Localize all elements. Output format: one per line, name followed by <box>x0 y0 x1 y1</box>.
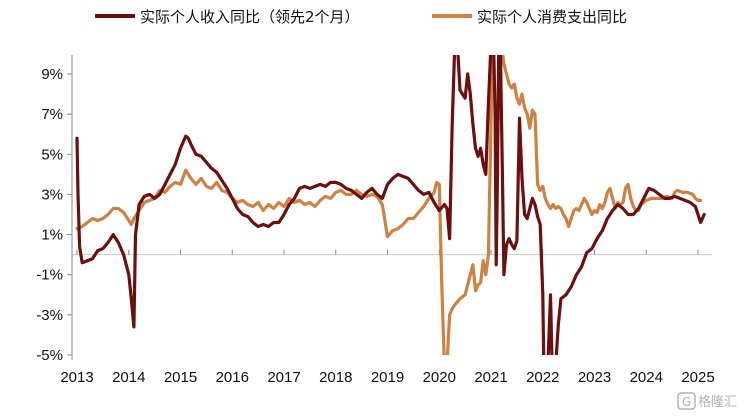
x-tick-label: 2016 <box>216 369 249 386</box>
gelonghui-logo-icon <box>677 392 696 410</box>
watermark-text: 格隆汇 <box>698 394 737 410</box>
x-tick-label: 2013 <box>60 369 93 386</box>
legend-label-income: 实际个人收入同比（领先2个月） <box>140 8 360 26</box>
gelonghui-logo-glyph: G <box>682 395 691 409</box>
watermark: G 格隆汇 <box>677 392 737 410</box>
x-tick-label: 2014 <box>112 369 145 386</box>
x-tick-label: 2022 <box>526 369 559 386</box>
y-tick-label: 1% <box>41 227 63 244</box>
y-tick-label: -5% <box>36 347 63 364</box>
y-tick-label: 5% <box>41 146 63 163</box>
y-tick-label: 9% <box>41 66 63 83</box>
x-tick-label: 2023 <box>578 369 611 386</box>
y-tick-label: -3% <box>36 307 63 324</box>
x-tick-label: 2018 <box>319 369 352 386</box>
x-tick-label: 2020 <box>423 369 456 386</box>
y-tick-label: 7% <box>41 106 63 123</box>
x-tick-label: 2019 <box>371 369 404 386</box>
y-tick-label: -1% <box>36 267 63 284</box>
x-tick-label: 2015 <box>164 369 197 386</box>
x-tick-label: 2025 <box>681 369 714 386</box>
x-tick-label: 2021 <box>474 369 507 386</box>
y-tick-label: 3% <box>41 186 63 203</box>
y-axis: -5% -3% -1% 1% 3% 5% 7% 9% <box>36 66 72 364</box>
x-axis: 2013 2014 2015 2016 2017 2018 2019 2020 2021 2022… <box>60 249 715 386</box>
legend: 实际个人收入同比（领先2个月） 实际个人消费支出同比 <box>95 8 627 26</box>
x-tick-label: 2017 <box>267 369 300 386</box>
legend-label-spending: 实际个人消费支出同比 <box>477 8 627 26</box>
series-line-income <box>75 55 706 355</box>
x-tick-label: 2024 <box>630 369 663 386</box>
plot-area <box>75 55 706 355</box>
series-line-spending <box>75 55 703 355</box>
